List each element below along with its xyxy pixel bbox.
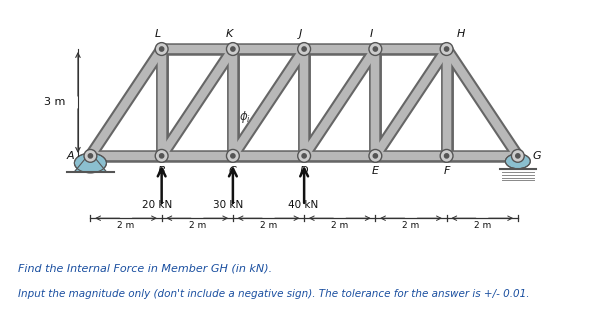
Text: F: F	[443, 166, 450, 176]
Text: 2 m: 2 m	[118, 221, 135, 230]
Circle shape	[369, 43, 382, 56]
Text: H: H	[457, 29, 465, 39]
Text: E: E	[372, 166, 379, 176]
Text: C: C	[229, 166, 237, 176]
Circle shape	[373, 47, 378, 51]
Circle shape	[230, 154, 235, 158]
Text: 20 kN: 20 kN	[142, 199, 172, 209]
Text: 2 m: 2 m	[473, 221, 491, 230]
Text: 2 m: 2 m	[402, 221, 419, 230]
Circle shape	[444, 47, 448, 51]
Text: 2 m: 2 m	[331, 221, 348, 230]
Text: 3 m: 3 m	[44, 97, 65, 107]
Text: Find the Internal Force in Member GH (in kN).: Find the Internal Force in Member GH (in…	[18, 264, 272, 273]
Text: D: D	[300, 166, 308, 176]
Circle shape	[440, 149, 453, 162]
Circle shape	[155, 43, 168, 56]
Circle shape	[302, 47, 307, 51]
Circle shape	[444, 154, 448, 158]
Circle shape	[511, 149, 525, 162]
Circle shape	[373, 154, 378, 158]
Text: 2 m: 2 m	[189, 221, 206, 230]
Circle shape	[160, 47, 164, 51]
Circle shape	[89, 154, 93, 158]
Text: 40 kN: 40 kN	[288, 199, 318, 209]
Text: $\phi_i$: $\phi_i$	[239, 109, 251, 125]
Text: I: I	[370, 29, 374, 39]
Circle shape	[155, 149, 168, 162]
Circle shape	[440, 43, 453, 56]
Polygon shape	[74, 152, 106, 172]
Text: Input the magnitude only (don't include a negative sign). The tolerance for the : Input the magnitude only (don't include …	[18, 289, 529, 299]
Text: K: K	[226, 29, 233, 39]
Ellipse shape	[74, 153, 106, 173]
Circle shape	[298, 149, 311, 162]
Ellipse shape	[505, 154, 530, 169]
Circle shape	[298, 43, 311, 56]
Text: J: J	[299, 29, 302, 39]
Text: 30 kN: 30 kN	[213, 199, 244, 209]
Circle shape	[230, 47, 235, 51]
Text: L: L	[155, 29, 161, 39]
Circle shape	[369, 149, 382, 162]
Circle shape	[302, 154, 307, 158]
Text: A: A	[67, 151, 75, 161]
Circle shape	[226, 149, 239, 162]
Circle shape	[516, 154, 520, 158]
Text: 2 m: 2 m	[260, 221, 277, 230]
Circle shape	[160, 154, 164, 158]
Text: B: B	[158, 166, 166, 176]
Text: G: G	[532, 151, 541, 161]
Circle shape	[84, 149, 97, 162]
Circle shape	[226, 43, 239, 56]
